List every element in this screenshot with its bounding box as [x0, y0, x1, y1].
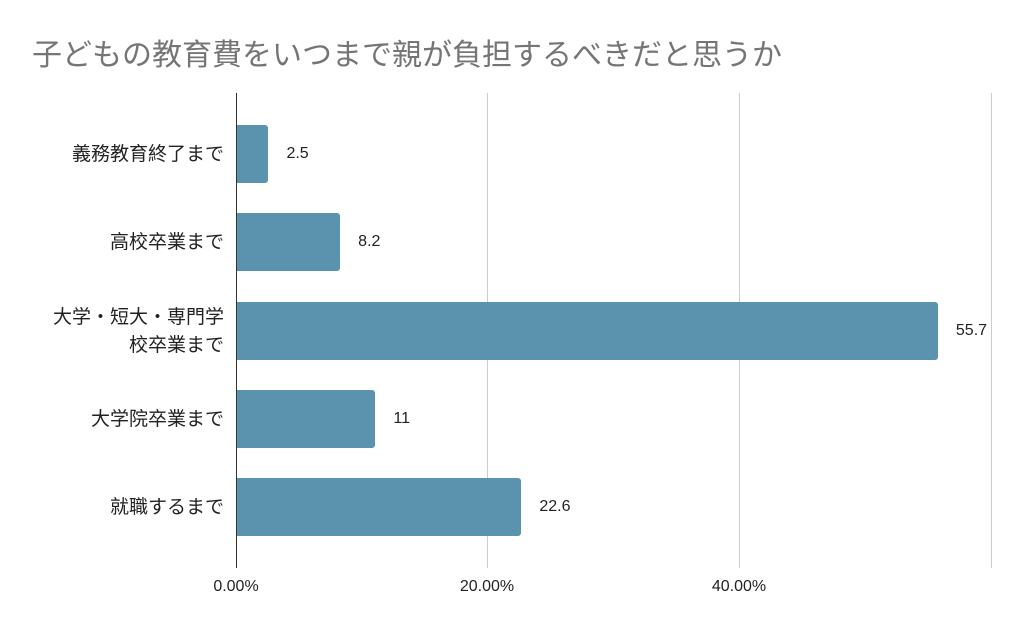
category-label: 大学・短大・専門学 校卒業まで [52, 306, 224, 356]
x-tick-label: 20.00% [459, 578, 515, 595]
value-label: 55.7 [955, 322, 988, 339]
category-label: 義務教育終了まで [71, 143, 224, 165]
category-label: 大学院卒業まで [90, 408, 224, 430]
chart-title: 子どもの教育費をいつまで親が負担するべきだと思うか [32, 38, 782, 73]
bar[interactable] [237, 125, 269, 183]
value-label: 11 [393, 410, 411, 427]
bar[interactable] [237, 213, 341, 271]
x-tick-label: 40.00% [711, 578, 767, 595]
bar[interactable] [237, 302, 938, 360]
value-label: 2.5 [286, 145, 309, 162]
bar[interactable] [237, 390, 376, 448]
value-label: 8.2 [358, 233, 381, 250]
category-label: 高校卒業まで [109, 231, 224, 253]
y-axis-line [236, 93, 237, 568]
gridline-60 [991, 93, 992, 568]
bar[interactable] [237, 478, 522, 536]
x-tick-label: 0.00% [213, 578, 259, 595]
value-label: 22.6 [539, 498, 571, 515]
category-label: 就職するまで [109, 496, 224, 518]
